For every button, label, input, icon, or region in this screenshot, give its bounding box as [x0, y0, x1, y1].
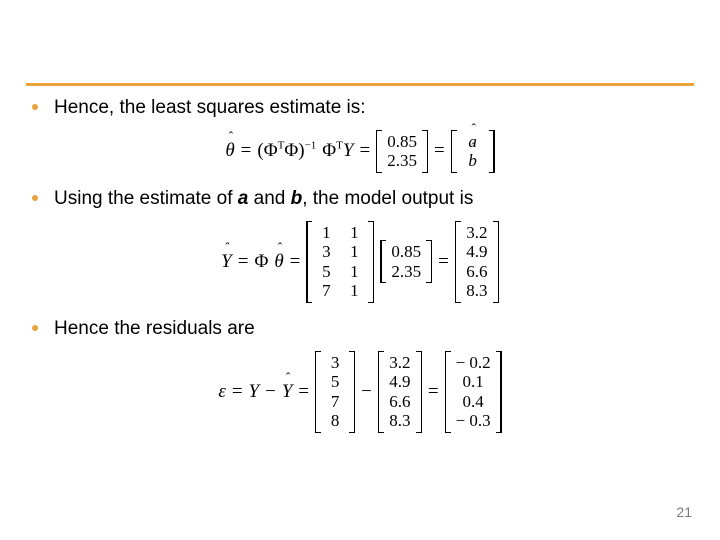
eq3-r-3: − 0.3	[456, 411, 491, 431]
equation-3: ε = Y − Y = 3 5 7 8	[26, 351, 694, 433]
phi-r3c1: 1	[343, 281, 365, 301]
eq3-minus: −	[265, 381, 276, 403]
eq3-result-vector: − 0.2 0.1 0.4 − 0.3	[445, 351, 502, 433]
eq2-theta-vector: 0.85 2.35	[380, 240, 432, 283]
eq3-eq2: =	[298, 381, 309, 403]
eq2-eq2: =	[290, 251, 301, 273]
bullet-dot-icon	[32, 104, 38, 110]
eq3-Yh-3: 8.3	[389, 411, 411, 431]
eq3-minus2: −	[361, 381, 372, 403]
phi-r2c0: 5	[315, 262, 337, 282]
eq3-Yh-1: 4.9	[389, 372, 411, 392]
eq3-Y-2: 7	[324, 392, 346, 412]
eq1-theta-1: 2.35	[387, 151, 417, 171]
eq2-eq: =	[238, 251, 249, 273]
bullet-2-mid: and	[248, 188, 290, 209]
eq2-result-vector: 3.2 4.9 6.6 8.3	[455, 221, 499, 303]
content-area: Hence, the least squares estimate is: θ …	[26, 96, 694, 447]
phi-r0c0: 1	[315, 223, 337, 243]
bullet-2-pre: Using the estimate of	[54, 188, 238, 209]
eq1-phit: ΦTY	[322, 140, 353, 162]
bullet-item-1: Hence, the least squares estimate is:	[26, 96, 694, 120]
eq2-res-2: 6.6	[466, 262, 488, 282]
bullet-item-2: Using the estimate of a and b, the model…	[26, 187, 694, 211]
eq3-expression: ε = Y − Y = 3 5 7 8	[218, 351, 501, 433]
equation-1: θ = (ΦTΦ)−1 ΦTY = 0.85 2.35 =	[26, 130, 694, 173]
eq3-Yhat: Y	[282, 381, 293, 403]
bullet-1-text: Hence, the least squares estimate is:	[54, 97, 366, 118]
eq3-Y-0: 3	[324, 353, 346, 373]
eq3-Y: Y	[249, 381, 260, 403]
bullet-dot-icon	[32, 325, 38, 331]
eq3-r-0: − 0.2	[456, 353, 491, 373]
phi-r0c1: 1	[343, 223, 365, 243]
eq2-eq3: =	[438, 251, 449, 273]
eq2-phi-matrix: 1 3 5 7 1 1 1 1	[306, 221, 374, 303]
eq3-eq: =	[232, 381, 243, 403]
eq3-r-2: 0.4	[456, 392, 491, 412]
eq3-Yh-2: 6.6	[389, 392, 411, 412]
bullet-3-text: Hence the residuals are	[54, 318, 255, 339]
eq1-eq3: =	[434, 140, 445, 162]
equation-2: Y = Φθ = 1 3 5 7 1 1	[26, 221, 694, 303]
page-number: 21	[676, 504, 692, 520]
eq3-Yh-0: 3.2	[389, 353, 411, 373]
phi-r2c1: 1	[343, 262, 365, 282]
bullet-list: Hence, the least squares estimate is: θ …	[26, 96, 694, 433]
eq2-theta-0: 0.85	[391, 242, 421, 262]
eq1-b-hat: b	[462, 151, 484, 171]
eq1-ab-vector: a b	[451, 130, 495, 173]
horizontal-rule	[26, 83, 694, 86]
eq1-paren: (ΦTΦ)−1	[257, 140, 316, 162]
eq3-Y-vector: 3 5 7 8	[315, 351, 355, 433]
eq1-theta-vector: 0.85 2.35	[376, 130, 428, 173]
eq1-eq2: =	[359, 140, 370, 162]
eq2-phi: Φ	[254, 251, 268, 273]
slide: Hence, the least squares estimate is: θ …	[0, 0, 720, 540]
eq2-theta-1: 2.35	[391, 262, 421, 282]
eq2-res-1: 4.9	[466, 242, 488, 262]
eq3-Yhat-vector: 3.2 4.9 6.6 8.3	[378, 351, 422, 433]
eq2-Yhat: Y	[221, 251, 232, 273]
eq3-r-1: 0.1	[456, 372, 491, 392]
bullet-2-a: a	[238, 188, 249, 209]
eq3-eq3: =	[428, 381, 439, 403]
bullet-2-post: , the model output is	[302, 188, 473, 209]
phi-r1c0: 3	[315, 242, 337, 262]
eq2-res-0: 3.2	[466, 223, 488, 243]
eq1-eq: =	[241, 140, 252, 162]
bullet-2-b: b	[291, 188, 303, 209]
eq3-Y-3: 8	[324, 411, 346, 431]
bullet-item-3: Hence the residuals are	[26, 317, 694, 341]
phi-r3c0: 7	[315, 281, 337, 301]
eq1-theta-0: 0.85	[387, 132, 417, 152]
theta-hat: θ	[225, 140, 234, 162]
phi-r1c1: 1	[343, 242, 365, 262]
eq1-expression: θ = (ΦTΦ)−1 ΦTY = 0.85 2.35 =	[225, 130, 494, 173]
bullet-dot-icon	[32, 195, 38, 201]
eq3-eps: ε	[218, 381, 226, 403]
eq2-res-3: 8.3	[466, 281, 488, 301]
eq3-Y-1: 5	[324, 372, 346, 392]
eq2-expression: Y = Φθ = 1 3 5 7 1 1	[221, 221, 499, 303]
eq2-theta: θ	[274, 251, 283, 273]
